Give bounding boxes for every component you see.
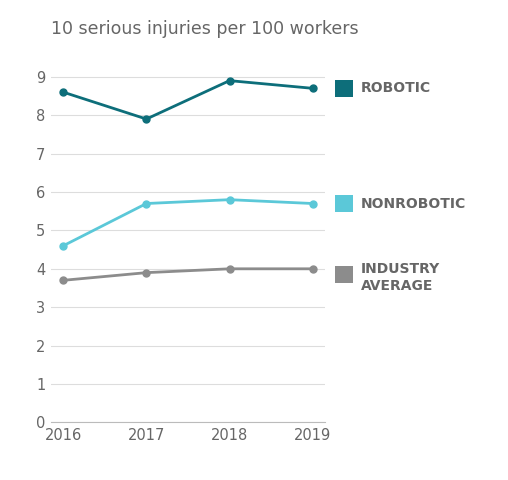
Text: NONROBOTIC: NONROBOTIC: [361, 196, 466, 211]
Text: 10 serious injuries per 100 workers: 10 serious injuries per 100 workers: [51, 20, 359, 38]
Text: AVERAGE: AVERAGE: [361, 279, 433, 293]
Text: ROBOTIC: ROBOTIC: [361, 81, 431, 96]
Text: INDUSTRY: INDUSTRY: [361, 262, 440, 276]
